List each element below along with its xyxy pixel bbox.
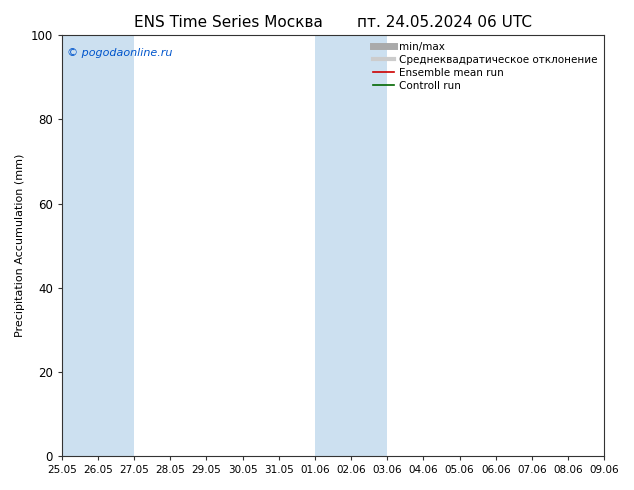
Title: ENS Time Series Москва       пт. 24.05.2024 06 UTC: ENS Time Series Москва пт. 24.05.2024 06… <box>134 15 532 30</box>
Y-axis label: Precipitation Accumulation (mm): Precipitation Accumulation (mm) <box>15 154 25 337</box>
Bar <box>62 35 134 456</box>
Bar <box>604 35 634 456</box>
Bar <box>315 35 387 456</box>
Legend: min/max, Среднеквадратическое отклонение, Ensemble mean run, Controll run: min/max, Среднеквадратическое отклонение… <box>369 37 602 95</box>
Text: © pogodaonline.ru: © pogodaonline.ru <box>67 48 172 58</box>
